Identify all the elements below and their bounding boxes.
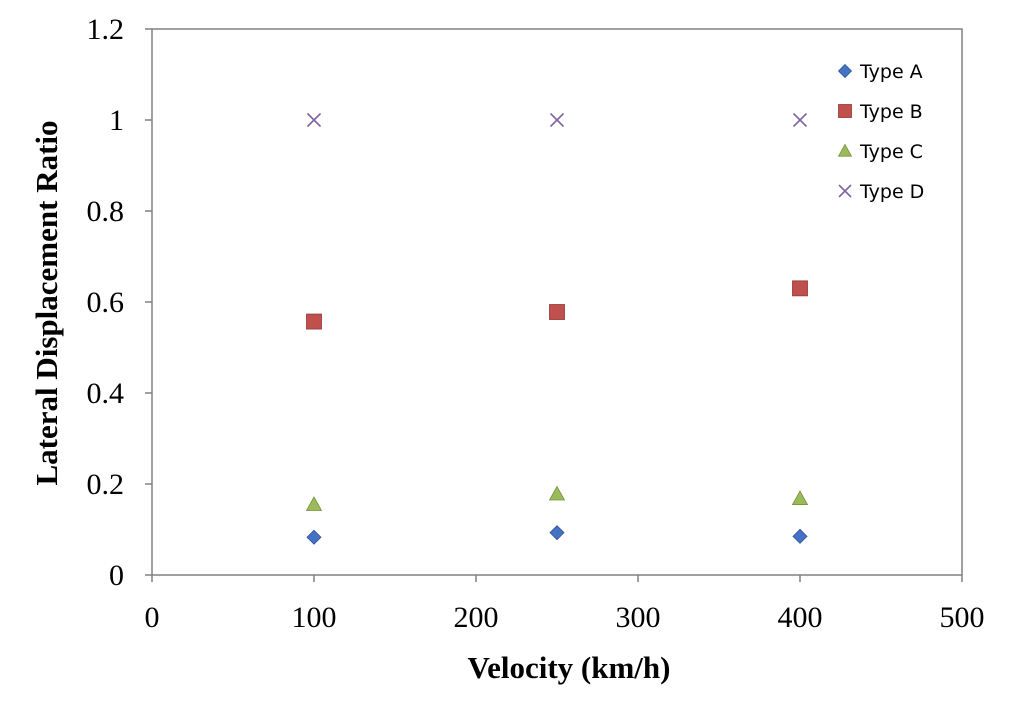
- type-a-point: [792, 528, 808, 544]
- legend-type-b-marker: [838, 104, 852, 118]
- type-a-point: [306, 529, 322, 545]
- type-d-point: [549, 112, 565, 128]
- type-b-point: [549, 304, 565, 320]
- type-d-point: [792, 112, 808, 128]
- legend-type-d-label: Type D: [859, 181, 924, 203]
- type-c-point: [791, 490, 809, 505]
- type-b-point: [306, 313, 322, 330]
- type-b-point: [792, 280, 808, 297]
- y-axis-title: Lateral Displacement Ratio: [29, 120, 64, 485]
- y-axis-ticks: 0 0.2 0.4 0.6 0.8 1 1.2: [87, 13, 152, 592]
- y-tick-label: 1: [109, 104, 124, 137]
- y-tick-label: 1.2: [87, 13, 125, 46]
- y-tick-label: 0.6: [87, 286, 125, 319]
- legend-type-a-label: Type A: [859, 61, 923, 83]
- y-tick-label: 0.8: [87, 195, 125, 228]
- x-tick-label: 300: [616, 601, 661, 634]
- x-tick-label: 400: [778, 601, 823, 634]
- legend-type-c-label: Type C: [859, 141, 923, 163]
- x-tick-label: 200: [454, 601, 499, 634]
- legend: Type A Type B Type C Type D: [837, 61, 924, 203]
- y-tick-label: 0.2: [87, 468, 125, 501]
- x-tick-label: 500: [940, 601, 985, 634]
- legend-type-d-marker: [838, 184, 852, 198]
- x-tick-label: 0: [145, 601, 160, 634]
- y-tick-label: 0: [109, 559, 124, 592]
- type-d-point: [306, 112, 322, 128]
- type-c-point: [548, 485, 566, 501]
- legend-type-b-label: Type B: [859, 101, 923, 123]
- x-axis-ticks: 0 100 200 300 400 500: [145, 575, 985, 634]
- type-c-point: [305, 496, 323, 511]
- legend-type-c-marker: [837, 143, 853, 157]
- type-a-point: [549, 525, 565, 541]
- x-axis-title: Velocity (km/h): [468, 650, 671, 685]
- legend-type-a-marker: [837, 63, 853, 79]
- x-tick-label: 100: [292, 601, 337, 634]
- data-marks: [305, 112, 809, 545]
- y-tick-label: 0.4: [87, 377, 125, 410]
